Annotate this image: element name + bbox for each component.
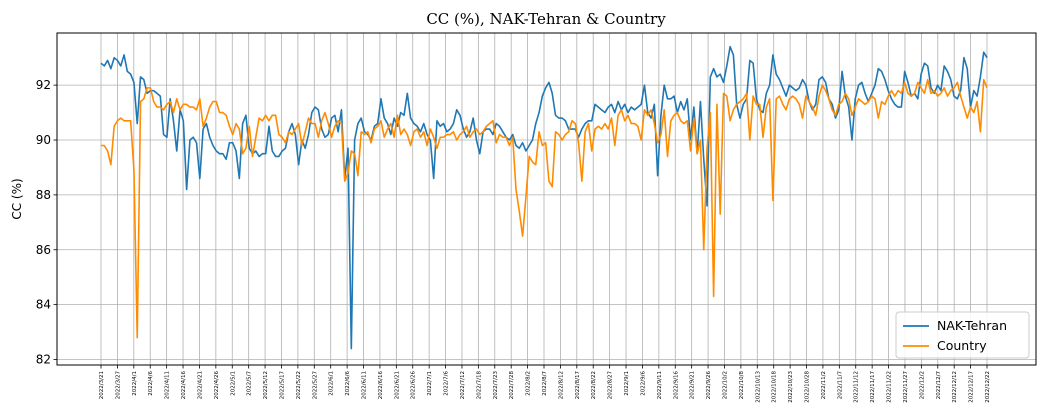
x-tick-label: 2022/8/7: [542, 371, 548, 396]
x-tick-label: 2022/5/22: [296, 371, 302, 399]
plot-area: [56, 32, 1037, 366]
x-tick-label: 2022/3/27: [115, 371, 121, 400]
x-tick-label: 2022/5/1: [230, 371, 236, 396]
x-tick-label: 2022/5/27: [312, 371, 318, 400]
chart-title: CC (%), NAK-Tehran & Country: [426, 10, 666, 28]
x-tick-label: 2022/5/17: [279, 371, 285, 400]
y-tick-label: 92: [36, 78, 51, 92]
x-tick-label: 2022/12/2: [919, 371, 925, 399]
x-tick-label: 2022/5/7: [247, 371, 253, 396]
x-tick-label: 2022/6/6: [345, 371, 351, 396]
series-layer: [100, 45, 988, 350]
x-tick-label: 2022/9/16: [673, 371, 679, 400]
x-tick-label: 2022/9/11: [657, 371, 663, 399]
x-tick-label: 2022/5/12: [263, 371, 269, 399]
x-tick-label: 2022/8/22: [591, 371, 597, 399]
x-tick-label: 2022/4/16: [181, 371, 187, 400]
x-tick-label: 2022/11/17: [870, 371, 876, 403]
x-tick-label: 2022/7/1: [427, 371, 433, 396]
legend: NAK-Tehran Country: [895, 311, 1030, 359]
x-tick-label: 2022/10/18: [772, 371, 778, 403]
y-tick-label: 90: [36, 133, 51, 147]
legend-box: [895, 311, 1030, 359]
y-tick-label: 84: [36, 298, 51, 312]
x-tick-label: 2022/6/1: [329, 371, 335, 396]
series-line-country: [101, 78, 988, 339]
x-tick-label: 2022/4/11: [165, 371, 171, 399]
x-tick-label: 2022/9/21: [690, 371, 696, 399]
x-axis-ticks: 2022/3/21 2022/3/27 2022/4/1 2022/4/6 2022/4…: [99, 365, 991, 403]
x-tick-label: 2022/10/23: [788, 371, 794, 403]
plot-frame: [56, 32, 1037, 366]
x-tick-label: 2022/7/6: [444, 371, 450, 396]
x-tick-label: 2022/6/21: [394, 371, 400, 399]
x-tick-label: 2022/12/12: [952, 371, 958, 403]
x-tick-label: 2022/10/8: [739, 371, 745, 400]
x-tick-label: 2022/12/7: [936, 371, 942, 400]
x-tick-label: 2022/11/27: [903, 371, 909, 403]
x-tick-label: 2022/12/17: [969, 371, 975, 403]
y-axis-ticks: 82 84 86 88 90 92: [36, 78, 57, 367]
plot-background: [57, 33, 1036, 365]
x-tick-label: 2022/8/17: [575, 371, 581, 400]
x-tick-label: 2022/6/26: [411, 371, 417, 400]
x-tick-label: 2022/4/26: [214, 371, 220, 400]
legend-label-nak-tehran: NAK-Tehran: [937, 318, 1007, 333]
x-tick-label: 2022/4/1: [132, 371, 138, 396]
y-tick-label: 86: [36, 243, 51, 257]
x-tick-label: 2022/11/2: [821, 371, 827, 399]
x-tick-label: 2022/11/22: [887, 371, 893, 403]
vertical-gridlines: [100, 33, 988, 365]
x-tick-label: 2022/7/12: [460, 371, 466, 399]
x-tick-label: 2022/3/21: [99, 371, 105, 399]
x-tick-label: 2022/8/12: [558, 371, 564, 399]
x-tick-label: 2022/10/2: [722, 371, 728, 399]
y-tick-label: 88: [36, 188, 51, 202]
x-tick-label: 2022/8/2: [526, 371, 532, 396]
x-tick-label: 2022/7/18: [476, 371, 482, 400]
x-tick-label: 2022/6/16: [378, 371, 384, 400]
x-tick-label: 2022/4/6: [148, 371, 154, 396]
x-tick-label: 2022/9/6: [640, 371, 646, 396]
x-tick-label: 2022/8/27: [608, 371, 614, 400]
x-tick-label: 2022/7/28: [509, 371, 515, 400]
legend-label-country: Country: [937, 338, 987, 353]
y-tick-label: 82: [36, 353, 51, 367]
x-tick-label: 2022/12/22: [985, 371, 991, 403]
x-tick-label: 2022/9/26: [706, 371, 712, 400]
x-tick-label: 2022/10/13: [755, 371, 761, 403]
x-tick-label: 2022/6/11: [362, 371, 368, 399]
x-tick-label: 2022/11/12: [854, 371, 860, 403]
x-tick-label: 2022/11/7: [837, 371, 843, 400]
y-axis-label: CC (%): [10, 178, 24, 219]
x-tick-label: 2022/7/23: [493, 371, 499, 400]
x-tick-label: 2022/4/21: [197, 371, 203, 399]
x-tick-label: 2022/10/28: [805, 371, 811, 403]
x-tick-label: 2022/9/1: [624, 371, 630, 396]
